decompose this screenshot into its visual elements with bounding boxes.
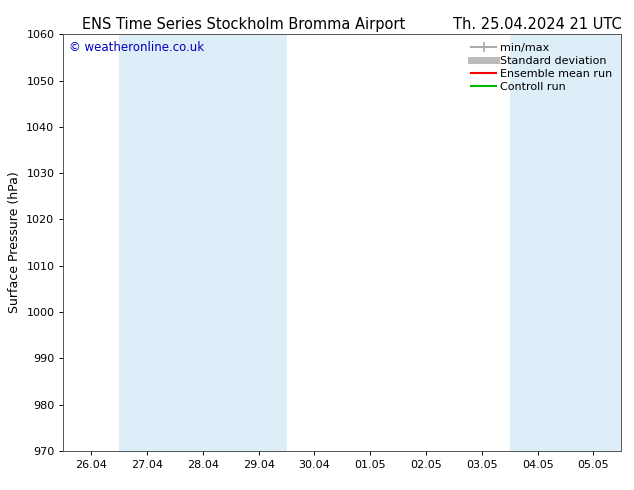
Bar	[566, 34, 621, 451]
Text: © weatheronline.co.uk: © weatheronline.co.uk	[69, 41, 204, 53]
Bar	[175, 34, 231, 451]
Text: ENS Time Series Stockholm Bromma Airport: ENS Time Series Stockholm Bromma Airport	[82, 17, 406, 32]
Bar	[231, 34, 287, 451]
Bar	[510, 34, 566, 451]
Legend: min/max, Standard deviation, Ensemble mean run, Controll run: min/max, Standard deviation, Ensemble me…	[468, 40, 616, 95]
Bar	[119, 34, 175, 451]
Text: Th. 25.04.2024 21 UTC: Th. 25.04.2024 21 UTC	[453, 17, 621, 32]
Y-axis label: Surface Pressure (hPa): Surface Pressure (hPa)	[8, 172, 21, 314]
